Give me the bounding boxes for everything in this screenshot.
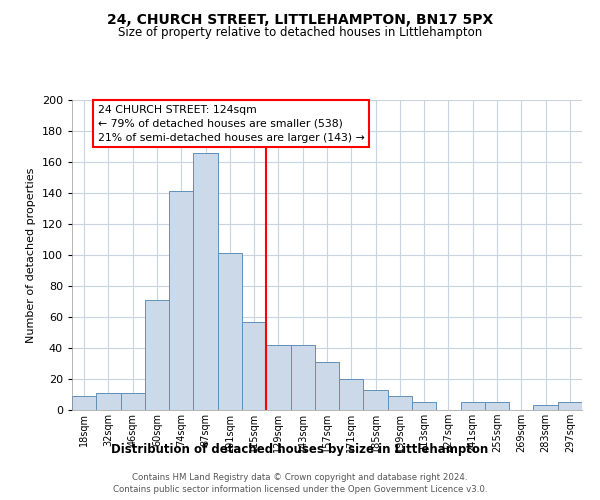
Text: Distribution of detached houses by size in Littlehampton: Distribution of detached houses by size … xyxy=(112,442,488,456)
Bar xyxy=(533,406,558,410)
Y-axis label: Number of detached properties: Number of detached properties xyxy=(26,168,36,342)
Text: Contains public sector information licensed under the Open Government Licence v3: Contains public sector information licen… xyxy=(113,485,487,494)
Bar xyxy=(96,393,121,410)
Bar xyxy=(72,396,96,410)
Text: Contains HM Land Registry data © Crown copyright and database right 2024.: Contains HM Land Registry data © Crown c… xyxy=(132,472,468,482)
Bar xyxy=(461,402,485,410)
Bar xyxy=(266,345,290,410)
Text: Size of property relative to detached houses in Littlehampton: Size of property relative to detached ho… xyxy=(118,26,482,39)
Bar xyxy=(218,254,242,410)
Bar xyxy=(193,152,218,410)
Bar xyxy=(290,345,315,410)
Bar xyxy=(412,402,436,410)
Bar xyxy=(121,393,145,410)
Bar xyxy=(242,322,266,410)
Text: 24, CHURCH STREET, LITTLEHAMPTON, BN17 5PX: 24, CHURCH STREET, LITTLEHAMPTON, BN17 5… xyxy=(107,12,493,26)
Text: 24 CHURCH STREET: 124sqm
← 79% of detached houses are smaller (538)
21% of semi-: 24 CHURCH STREET: 124sqm ← 79% of detach… xyxy=(97,104,364,142)
Bar xyxy=(315,362,339,410)
Bar xyxy=(364,390,388,410)
Bar xyxy=(485,402,509,410)
Bar xyxy=(169,192,193,410)
Bar xyxy=(145,300,169,410)
Bar xyxy=(339,379,364,410)
Bar xyxy=(388,396,412,410)
Bar xyxy=(558,402,582,410)
